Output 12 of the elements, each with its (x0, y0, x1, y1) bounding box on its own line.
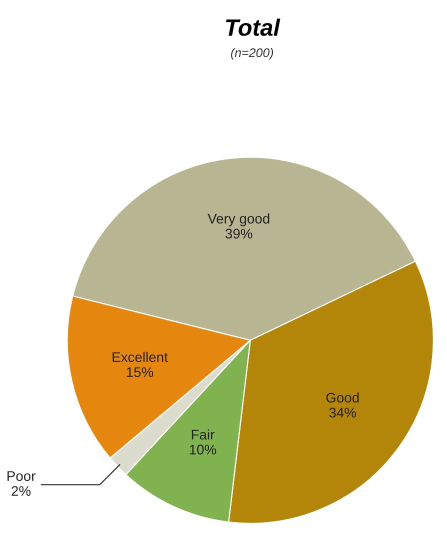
slice-label: Fair (192, 429, 214, 440)
data-label: 10% (190, 444, 216, 455)
data-label: 2% (12, 486, 31, 496)
data-label: 15% (126, 367, 154, 378)
slice-label: Very good (208, 213, 270, 226)
chart-subtitle: (n=200) (230, 48, 274, 60)
slice-label: Good (326, 392, 359, 403)
slice-label: Poor (8, 471, 36, 481)
data-label: 39% (225, 228, 252, 239)
slice-label: Excellent (112, 352, 168, 362)
data-label: 34% (329, 408, 356, 418)
chart-title: Total (226, 18, 280, 36)
